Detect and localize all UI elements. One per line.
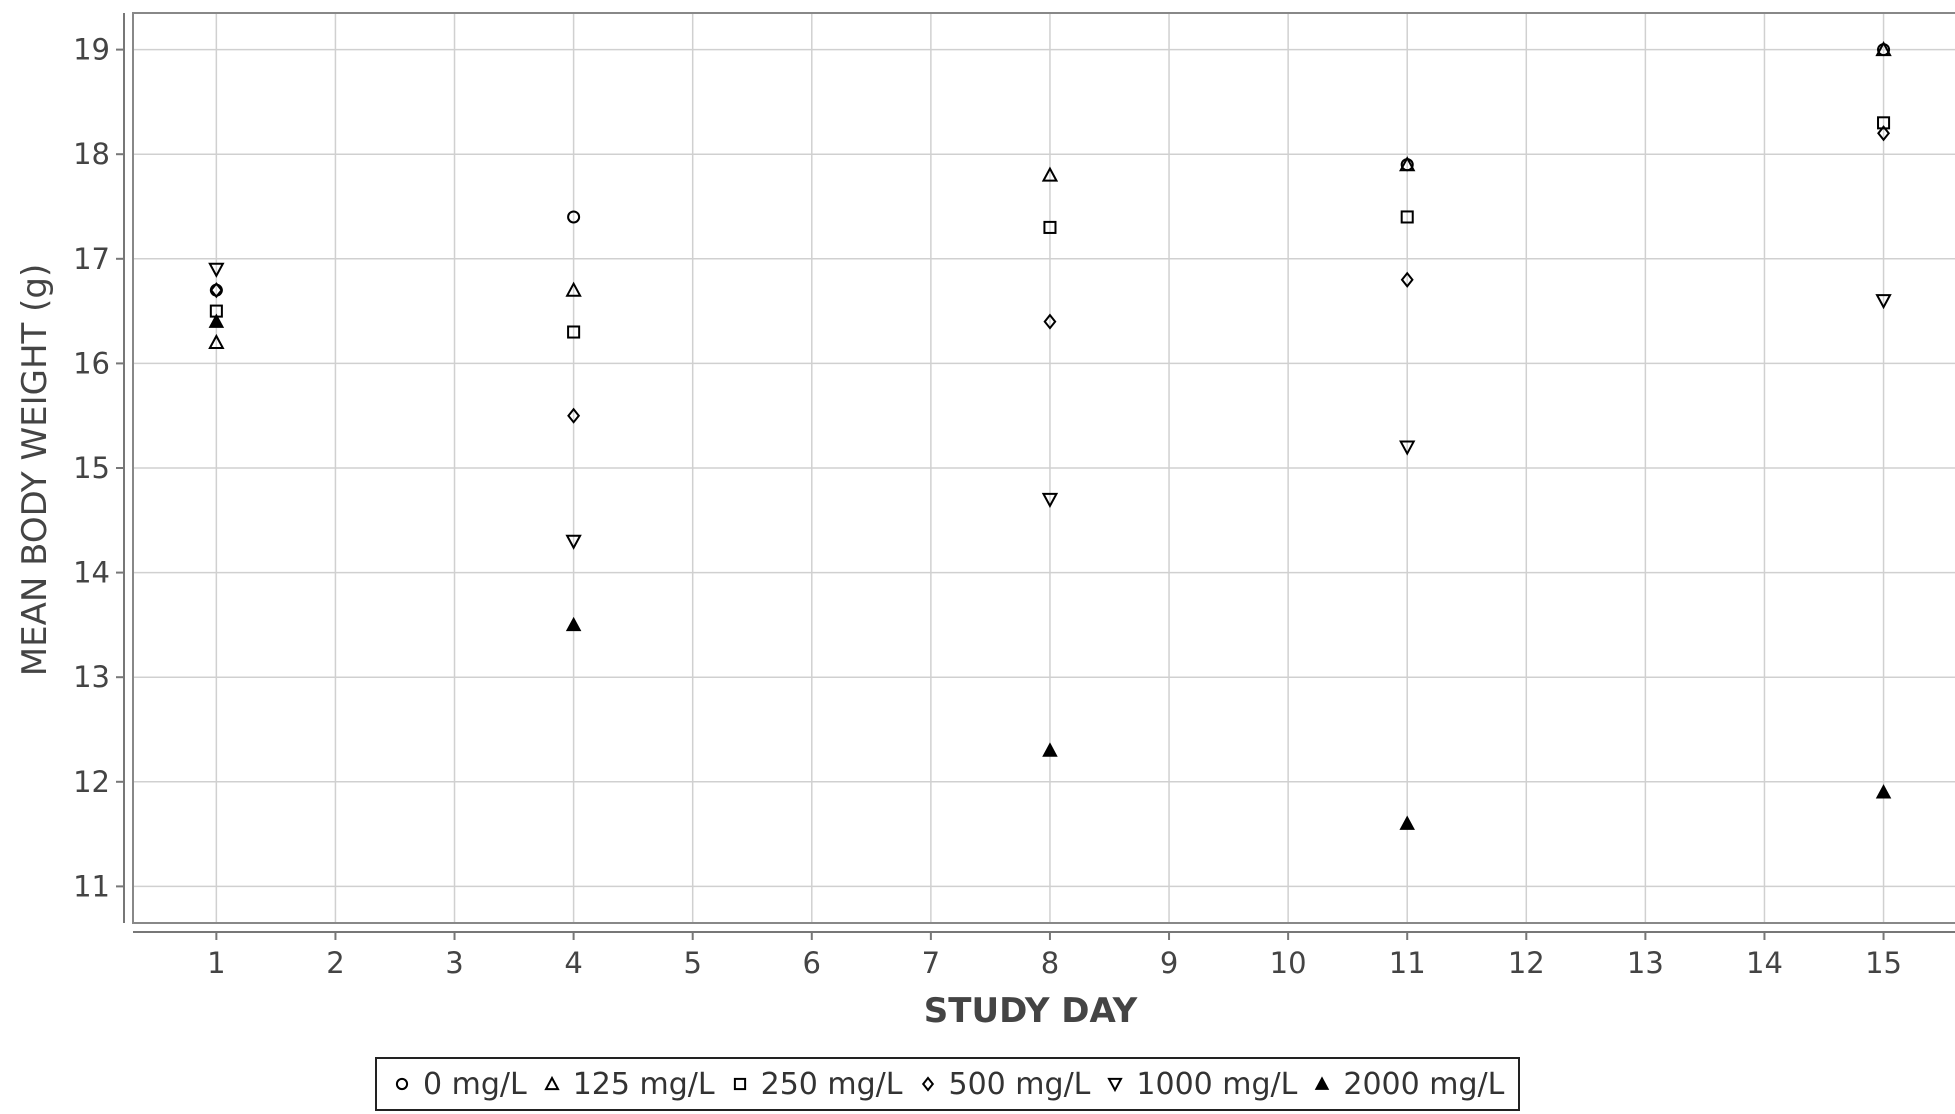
data-point: [1043, 313, 1057, 330]
data-point: [209, 282, 223, 299]
x-tick-label: 3: [445, 946, 463, 980]
data-point: [208, 313, 225, 328]
data-point: [567, 210, 581, 224]
legend-label: 0 mg/L: [423, 1066, 527, 1102]
x-tick-label: 5: [683, 946, 701, 980]
data-point: [1399, 156, 1416, 172]
legend-item: 500 mg/L: [917, 1066, 1091, 1102]
diamond-marker-icon: [921, 1076, 934, 1092]
y-tick-label: 12: [73, 765, 110, 799]
legend-item: 1000 mg/L: [1104, 1067, 1297, 1102]
legend-marker: [921, 1076, 934, 1092]
x-tick-label: 6: [803, 946, 821, 980]
y-tick-label: 19: [73, 33, 110, 67]
legend-item: 0 mg/L: [391, 1067, 527, 1102]
circle-marker-icon: [395, 1077, 409, 1091]
data-point: [1042, 742, 1058, 757]
legend-marker: [1315, 1076, 1330, 1090]
grid-lines: [133, 13, 1955, 923]
data-point: [1400, 210, 1414, 224]
y-tick-label: 14: [73, 556, 110, 590]
data-point: [1877, 125, 1891, 142]
x-tick-label: 13: [1627, 946, 1664, 980]
chart-legend: 0 mg/L 125 mg/L 250 mg/L 500 mg/L 1000 mg/L 2…: [375, 1057, 1521, 1111]
y-tick-label: 13: [73, 660, 110, 694]
data-point: [565, 281, 582, 297]
y-tick-label: 16: [73, 346, 110, 380]
y-tick-label: 17: [73, 242, 110, 276]
y-tick-label: 18: [73, 137, 110, 171]
data-point: [1875, 294, 1892, 310]
data-point: [1875, 784, 1892, 799]
data-point: [567, 325, 581, 339]
y-tick-label: 15: [73, 451, 110, 485]
data-points: [208, 41, 1892, 830]
x-tick-label: 14: [1746, 946, 1783, 980]
series-500-mg-l: [209, 125, 1891, 424]
x-tick-label: 9: [1160, 946, 1178, 980]
x-tick-label: 15: [1865, 946, 1902, 980]
y-tick-label: 11: [73, 869, 110, 903]
data-point: [1875, 41, 1892, 57]
data-point: [1399, 815, 1415, 830]
x-tick-label: 2: [326, 946, 344, 980]
triangle-up-open-marker-icon: [544, 1075, 560, 1091]
series-250-mg-l: [209, 116, 1891, 339]
series-125-mg-l: [208, 41, 1892, 350]
x-tick-label: 10: [1270, 946, 1307, 980]
x-tick-label: 1: [207, 946, 225, 980]
legend-item: 125 mg/L: [541, 1067, 715, 1102]
legend-item: 2000 mg/L: [1311, 1067, 1504, 1102]
y-axis-title: MEAN BODY WEIGHT (g): [15, 264, 55, 676]
data-point: [208, 333, 225, 350]
data-point: [567, 407, 581, 424]
legend-label: 2000 mg/L: [1343, 1066, 1505, 1102]
data-point: [565, 616, 582, 632]
legend-label: 1000 mg/L: [1136, 1066, 1298, 1102]
legend-marker: [733, 1077, 746, 1091]
legend-label: 250 mg/L: [760, 1066, 903, 1102]
data-point: [1041, 492, 1059, 508]
legend-marker: [1107, 1077, 1124, 1093]
triangle-down-open-marker-icon: [1107, 1077, 1124, 1093]
x-axis-title: STUDY DAY: [924, 991, 1138, 1031]
x-tick-label: 8: [1041, 946, 1059, 980]
legend-marker: [544, 1075, 560, 1091]
legend-label: 500 mg/L: [948, 1066, 1091, 1102]
x-tick-label: 4: [564, 946, 582, 980]
legend-item: 250 mg/L: [729, 1067, 903, 1102]
legend-marker: [395, 1077, 409, 1091]
x-tick-label: 12: [1508, 946, 1545, 980]
square-marker-icon: [733, 1077, 746, 1091]
series-2000-mg-l: [208, 313, 1892, 830]
x-tick-label: 11: [1389, 946, 1426, 980]
x-tick-label: 7: [922, 946, 940, 980]
triangle-up-filled-marker-icon: [1315, 1076, 1330, 1090]
data-point: [208, 262, 225, 278]
data-point: [1399, 440, 1416, 456]
data-point: [1400, 271, 1414, 288]
series-1000-mg-l: [208, 262, 1892, 550]
data-point: [1041, 166, 1059, 182]
legend-label: 125 mg/L: [572, 1066, 715, 1102]
data-point: [565, 534, 582, 550]
data-point: [1043, 220, 1057, 234]
plot-area-frame: [132, 12, 1955, 924]
